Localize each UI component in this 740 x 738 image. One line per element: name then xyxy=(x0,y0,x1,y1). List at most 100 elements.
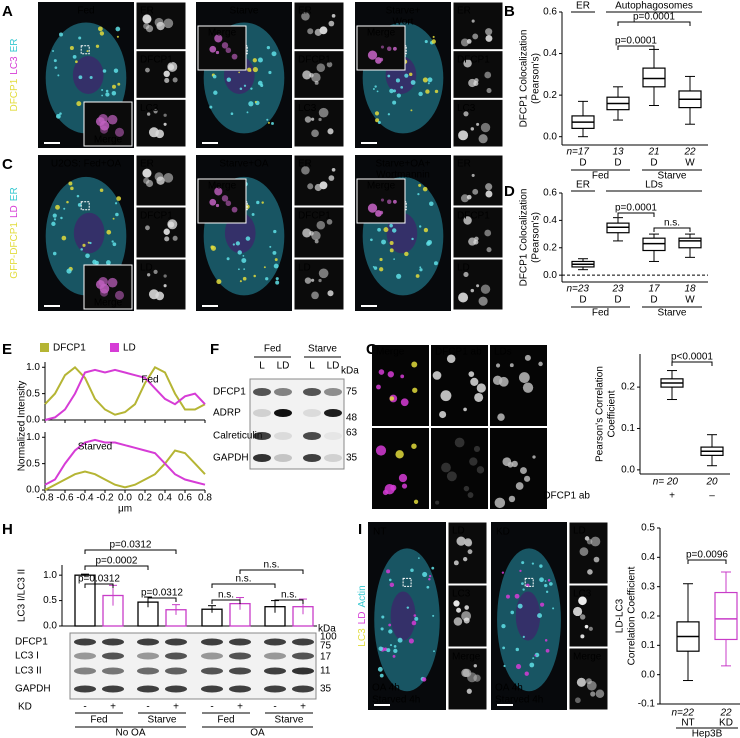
puncta xyxy=(575,697,581,704)
channel-name: ER xyxy=(9,187,20,201)
puncta xyxy=(468,371,475,377)
puncta xyxy=(534,654,537,657)
puncta xyxy=(518,372,530,383)
condition-title: NT xyxy=(373,527,386,538)
legend-swatch xyxy=(110,343,119,352)
kd-sign: + xyxy=(300,702,306,713)
micrograph-tile xyxy=(197,178,247,224)
puncta xyxy=(390,484,397,491)
puncta xyxy=(524,354,531,361)
puncta xyxy=(167,219,178,230)
y-tick-label: 0.6 xyxy=(543,7,557,18)
puncta xyxy=(463,216,472,225)
puncta xyxy=(467,549,473,555)
micrograph-tile xyxy=(293,98,345,148)
puncta xyxy=(387,113,391,116)
puncta xyxy=(95,44,100,48)
puncta xyxy=(456,536,466,546)
puncta xyxy=(389,582,395,588)
category-label: + xyxy=(669,491,675,502)
puncta xyxy=(114,127,125,137)
puncta xyxy=(391,228,397,233)
puncta xyxy=(265,277,269,281)
puncta xyxy=(514,593,520,599)
y-tick-label: 0.0 xyxy=(621,465,635,476)
micrograph xyxy=(490,428,547,509)
puncta xyxy=(463,617,470,624)
band xyxy=(274,388,292,396)
band xyxy=(324,454,342,462)
puncta xyxy=(495,363,501,368)
puncta xyxy=(111,91,117,96)
puncta xyxy=(63,207,66,210)
puncta xyxy=(60,216,63,220)
puncta xyxy=(52,50,55,52)
puncta xyxy=(485,34,493,42)
channel-name: LC3 xyxy=(9,56,20,75)
puncta xyxy=(57,74,60,77)
puncta xyxy=(501,623,506,629)
puncta xyxy=(460,194,469,203)
row-label: DFCP1 xyxy=(213,387,246,398)
significance-label: p=0.0001 xyxy=(615,36,657,47)
significance-label: p=0.0312 xyxy=(110,540,152,551)
micrograph xyxy=(490,345,547,426)
tile-label: Merge xyxy=(452,652,481,663)
puncta xyxy=(585,678,592,685)
band xyxy=(74,685,96,693)
micrograph-tile xyxy=(452,206,504,259)
puncta xyxy=(404,73,409,78)
puncta xyxy=(257,57,263,63)
tile-label: DFCP1 xyxy=(140,54,173,65)
puncta xyxy=(432,371,442,380)
puncta xyxy=(386,199,392,204)
puncta xyxy=(429,201,434,207)
puncta xyxy=(209,45,217,53)
significance-bracket xyxy=(617,21,691,26)
puncta xyxy=(105,260,111,265)
puncta xyxy=(252,58,257,63)
puncta xyxy=(380,627,384,631)
puncta xyxy=(400,398,409,407)
profile-line xyxy=(44,438,206,486)
puncta xyxy=(164,236,170,242)
puncta xyxy=(59,112,62,115)
puncta xyxy=(145,25,154,33)
micrograph-tile xyxy=(197,25,247,71)
puncta xyxy=(595,689,605,699)
puncta xyxy=(215,203,220,208)
puncta xyxy=(76,101,82,107)
puncta xyxy=(410,568,414,573)
group-label: Starve xyxy=(308,344,337,355)
puncta xyxy=(318,278,322,283)
inset-box xyxy=(402,577,412,587)
puncta xyxy=(497,413,505,421)
puncta xyxy=(269,245,272,248)
puncta xyxy=(427,82,430,85)
puncta xyxy=(472,33,479,40)
puncta xyxy=(471,19,475,23)
panel-label: C xyxy=(2,156,13,173)
band xyxy=(229,685,251,693)
band xyxy=(324,432,342,440)
puncta xyxy=(478,134,488,144)
n-label: 17 xyxy=(648,284,660,295)
puncta xyxy=(395,78,401,83)
kd-sign: - xyxy=(146,702,149,713)
puncta xyxy=(393,89,396,93)
significance-label: p=0.0001 xyxy=(633,12,675,23)
inset-label: Merge xyxy=(94,298,123,309)
puncta xyxy=(379,210,384,215)
group-label: Hep3B xyxy=(692,729,723,738)
puncta xyxy=(163,18,174,29)
puncta xyxy=(388,623,392,627)
marker-label: 35 xyxy=(320,684,332,695)
puncta xyxy=(375,118,380,123)
puncta xyxy=(576,677,586,687)
puncta xyxy=(590,536,601,547)
image-title: DFCP1 ab xyxy=(435,347,482,358)
puncta xyxy=(470,127,475,131)
tile-label: ER xyxy=(457,159,471,170)
puncta xyxy=(66,268,72,274)
significance-label: p=0.0312 xyxy=(141,588,183,599)
